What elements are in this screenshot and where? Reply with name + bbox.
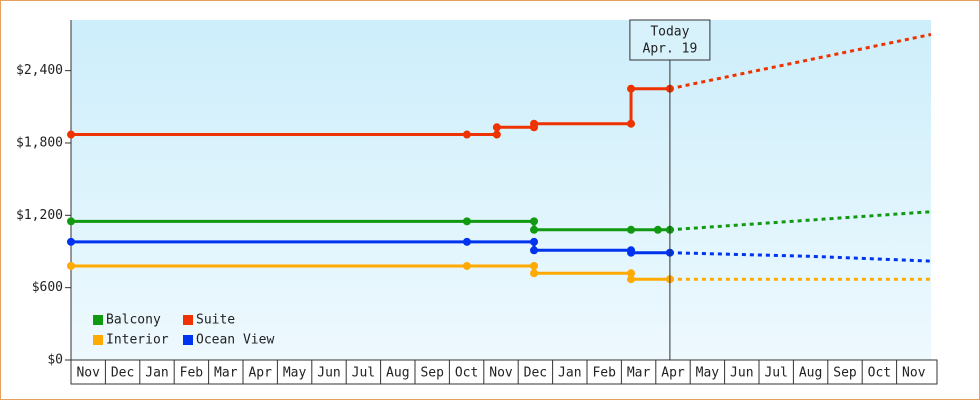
plot-area	[71, 20, 931, 360]
x-tick-label: Feb	[592, 366, 616, 381]
x-tick-label: Apr	[661, 366, 685, 381]
point	[462, 217, 471, 226]
point	[653, 225, 662, 234]
point	[492, 123, 501, 132]
x-tick-label: Oct	[455, 366, 478, 381]
x-tick-label: Oct	[868, 366, 891, 381]
point	[67, 217, 75, 226]
point	[462, 130, 471, 139]
x-tick-label: Jul	[764, 366, 787, 381]
today-label: Apr. 19	[643, 42, 698, 57]
x-tick-label: May	[696, 366, 720, 381]
x-tick-label: Mar	[627, 366, 651, 381]
y-tick-label: $600	[32, 280, 63, 295]
legend-label: Ocean View	[196, 333, 274, 348]
x-tick-label: Feb	[180, 366, 204, 381]
point	[627, 275, 636, 284]
point	[627, 119, 636, 128]
legend-swatch	[93, 315, 103, 325]
point	[530, 246, 539, 255]
legend-label: Interior	[106, 333, 169, 348]
point	[67, 261, 75, 270]
forecast-line	[669, 210, 932, 232]
point	[530, 237, 539, 246]
today-label: Today	[650, 25, 689, 40]
point	[627, 269, 636, 278]
x-tick-label: Sep	[833, 366, 857, 381]
point	[530, 225, 539, 234]
legend-swatch	[183, 315, 193, 325]
x-tick-label: Aug	[799, 366, 822, 381]
legend-swatch	[183, 335, 193, 345]
point	[627, 248, 636, 257]
x-tick-label: Mar	[214, 366, 238, 381]
x-tick-label: May	[283, 366, 307, 381]
x-tick-label: Aug	[386, 366, 409, 381]
x-tick-label: Dec	[111, 366, 134, 381]
x-tick-label: Nov	[902, 366, 926, 381]
x-tick-label: Jan	[145, 366, 168, 381]
point	[530, 269, 539, 278]
x-tick-label: Nov	[489, 366, 513, 381]
x-tick-label: Nov	[76, 366, 100, 381]
y-tick-label: $1,800	[16, 135, 63, 150]
point	[67, 130, 75, 139]
point	[627, 225, 636, 234]
legend-swatch	[93, 335, 103, 345]
point	[530, 261, 539, 270]
point	[67, 237, 75, 246]
y-tick-label: $1,200	[16, 208, 63, 223]
legend-label: Suite	[196, 313, 235, 328]
legend-label: Balcony	[106, 313, 161, 328]
y-tick-label: $0	[47, 353, 63, 368]
x-tick-label: Apr	[248, 366, 272, 381]
x-tick-label: Sep	[420, 366, 444, 381]
x-tick-label: Dec	[524, 366, 547, 381]
point	[462, 261, 471, 270]
x-tick-label: Jul	[352, 366, 375, 381]
point	[530, 119, 539, 128]
point	[492, 130, 501, 139]
today-box	[629, 19, 711, 61]
x-tick-label: Jun	[730, 366, 753, 381]
point	[530, 217, 539, 226]
point	[462, 237, 471, 246]
x-tick-label: Jan	[558, 366, 581, 381]
point	[627, 84, 636, 93]
y-tick-label: $2,400	[16, 63, 63, 78]
x-tick-label: Jun	[317, 366, 340, 381]
